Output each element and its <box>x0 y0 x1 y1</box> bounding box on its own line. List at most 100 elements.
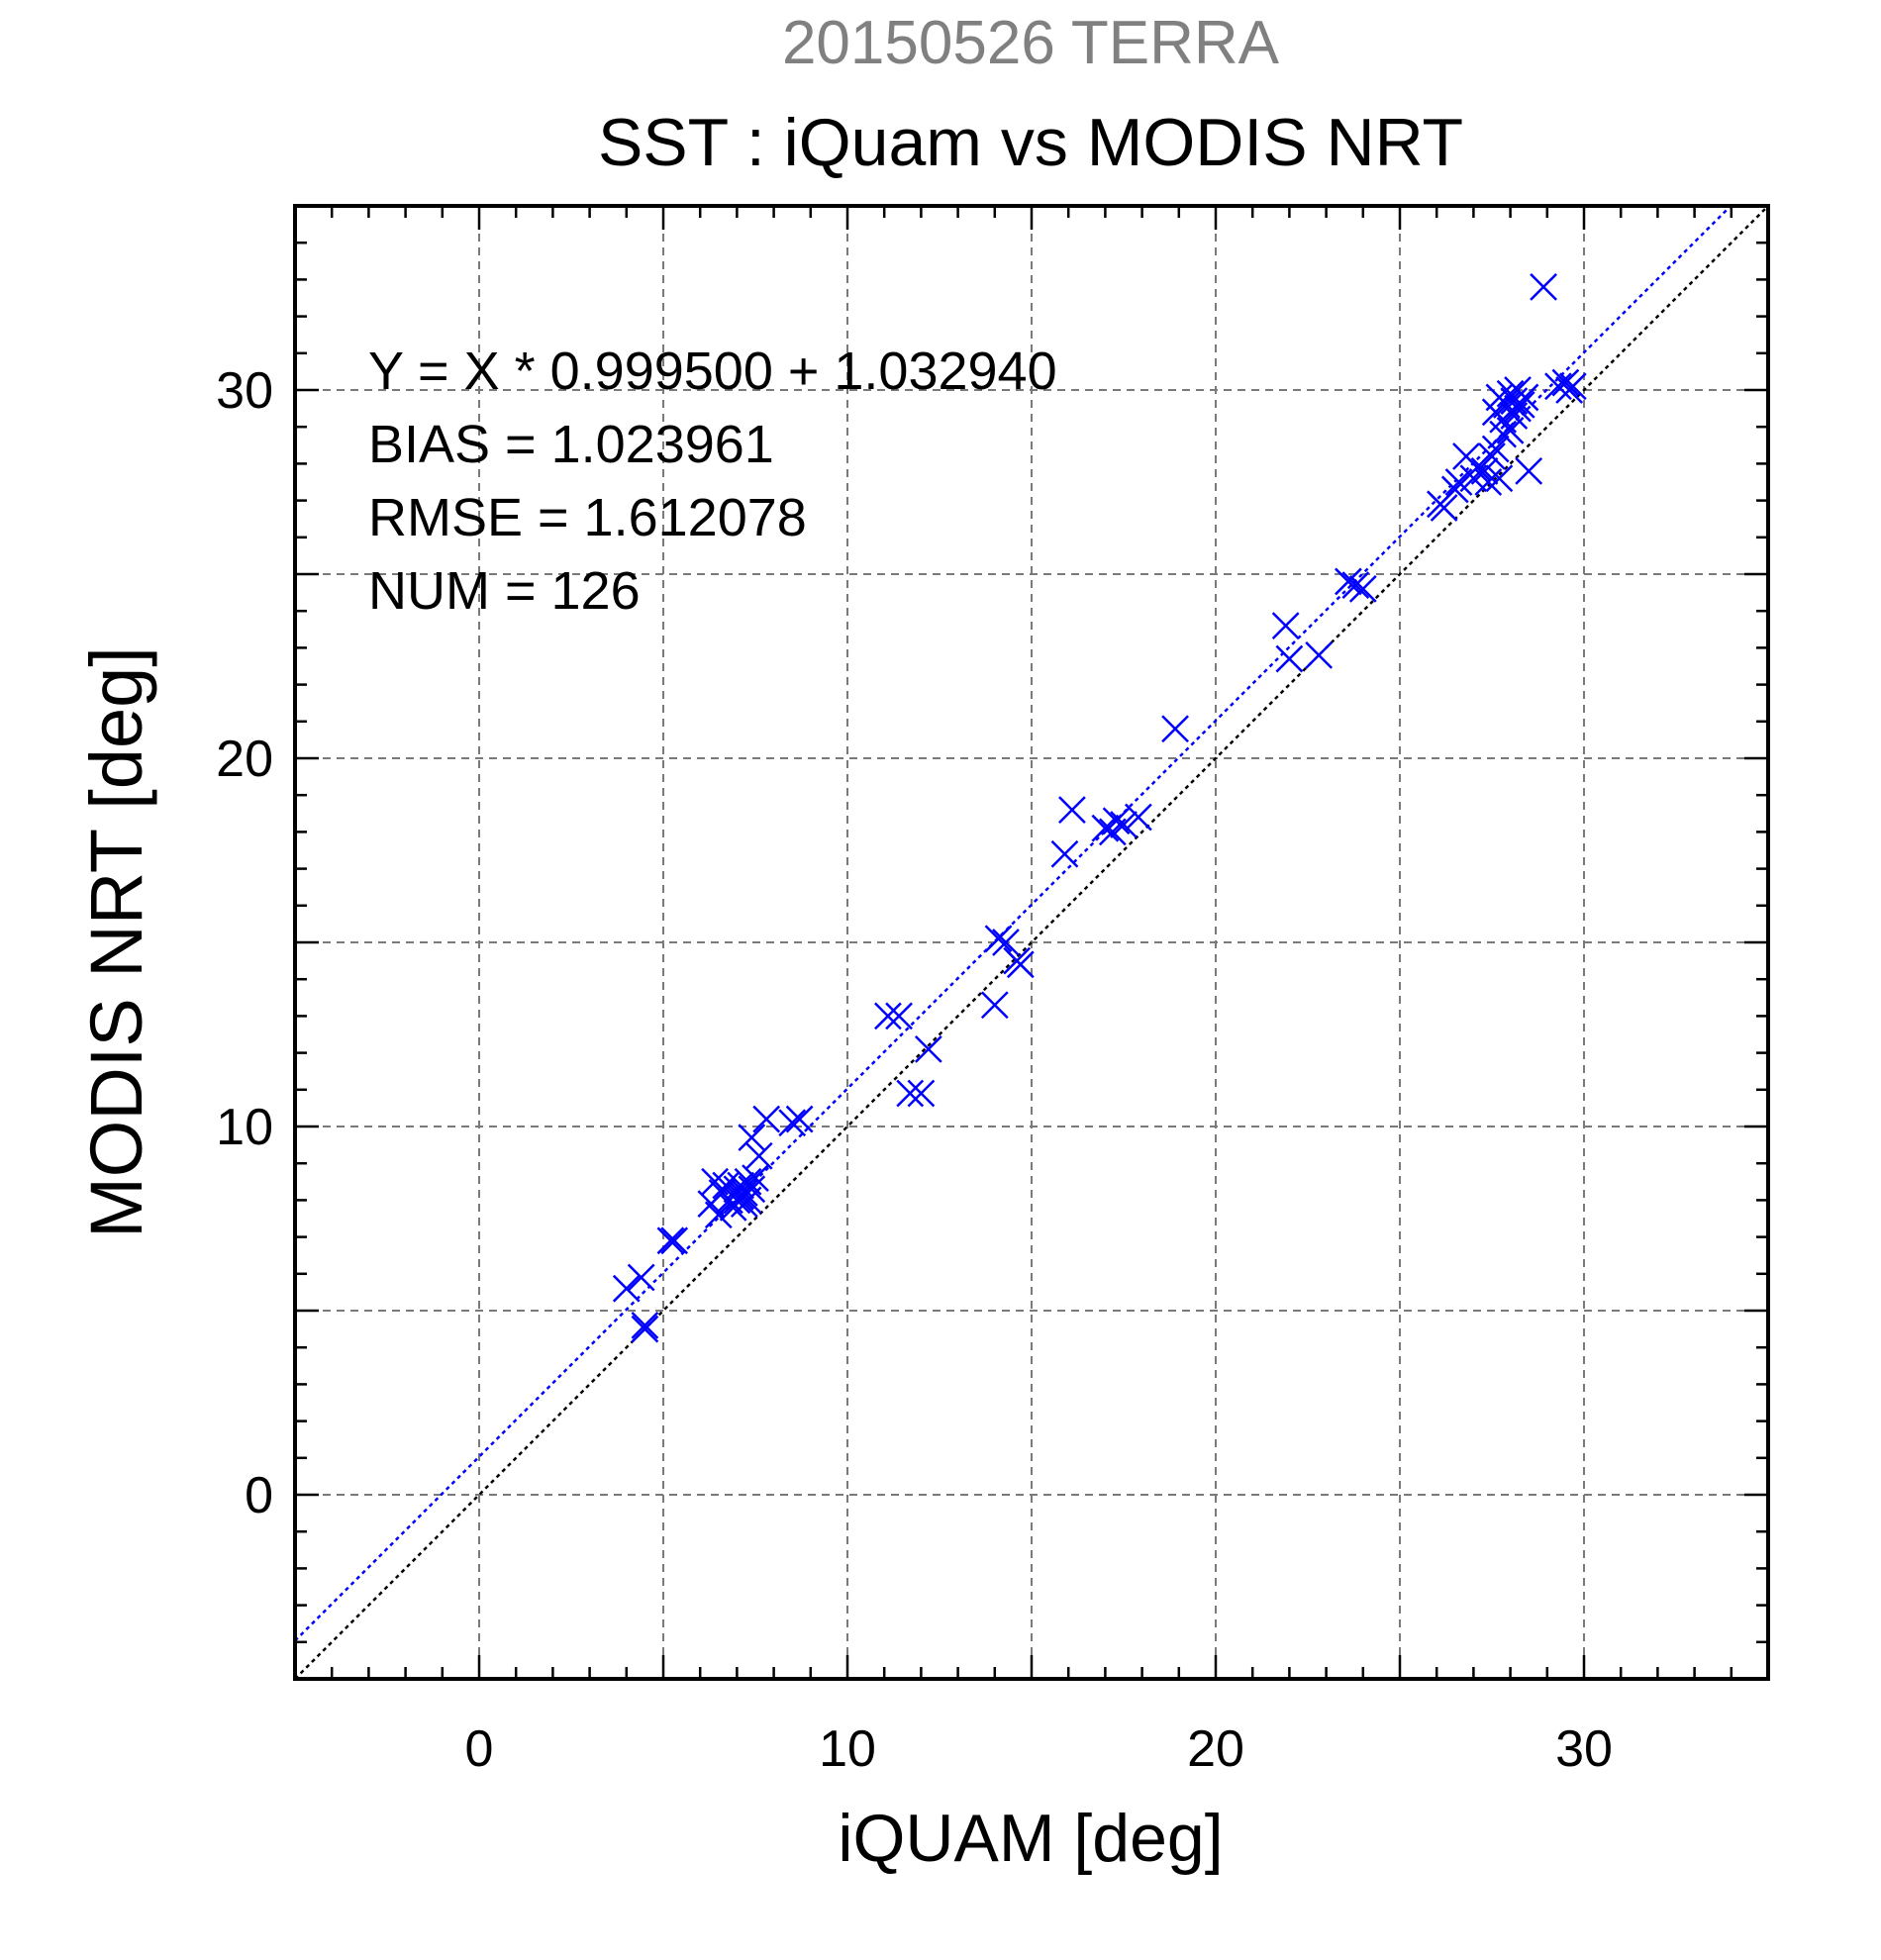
data-point <box>1551 368 1580 397</box>
data-point <box>738 1124 766 1152</box>
data-point <box>1507 390 1535 419</box>
data-point <box>1102 807 1131 835</box>
data-point-stroke <box>1530 272 1557 301</box>
data-point <box>1050 839 1079 868</box>
data-point-stroke <box>1440 475 1469 504</box>
num-stat: NUM = 126 <box>368 561 641 621</box>
data-point-stroke <box>704 1201 733 1229</box>
data-point <box>1478 442 1506 470</box>
data-point <box>885 1002 913 1030</box>
data-point <box>727 1171 755 1200</box>
x-tick-labels: 0 10 20 30 <box>465 1720 1613 1778</box>
data-point <box>980 991 1009 1020</box>
x-axis-label: iQUAM [deg] <box>838 1801 1223 1876</box>
data-point <box>1485 464 1514 493</box>
data-point <box>1515 456 1543 485</box>
y-tick-labels: 0 10 20 30 <box>216 362 273 1524</box>
data-point-stroke <box>656 1226 685 1255</box>
data-point-stroke <box>742 1164 769 1192</box>
data-point-stroke <box>660 1226 689 1255</box>
data-point <box>627 1263 655 1292</box>
date-label: 20150526 TERRA <box>782 9 1280 77</box>
data-point-stroke <box>1348 574 1377 603</box>
data-point-stroke <box>752 1105 781 1133</box>
data-point <box>1440 475 1469 504</box>
data-point-stroke <box>1335 567 1362 596</box>
data-point-stroke <box>1110 811 1138 838</box>
data-point <box>730 1179 758 1207</box>
data-point-stroke <box>1341 571 1370 600</box>
data-point <box>1500 387 1529 416</box>
data-point <box>785 1105 814 1133</box>
data-point <box>631 1315 659 1343</box>
stats-block: Y = X * 0.999500 + 1.032940 BIAS = 1.023… <box>368 342 1057 621</box>
data-point-stroke <box>1511 383 1539 412</box>
data-point-stroke <box>1485 464 1514 493</box>
x-tick-label: 30 <box>1555 1720 1613 1778</box>
data-point-stroke <box>885 1002 913 1030</box>
data-point <box>1305 640 1334 669</box>
data-point-stroke <box>785 1105 814 1133</box>
regression-equation: Y = X * 0.999500 + 1.032940 <box>368 342 1057 401</box>
data-point-stroke <box>738 1175 766 1204</box>
y-tick-label: 30 <box>216 362 273 420</box>
rmse-stat: RMSE = 1.612078 <box>368 488 807 547</box>
data-point <box>1481 435 1510 463</box>
data-point-stroke <box>1271 612 1300 639</box>
data-point-stroke <box>1544 372 1572 401</box>
bias-stat: BIAS = 1.023961 <box>368 415 774 474</box>
data-point <box>660 1226 689 1255</box>
data-point-stroke <box>712 1171 741 1200</box>
identity-line <box>295 206 1768 1679</box>
data-point-stroke <box>1558 372 1587 401</box>
data-point <box>734 1186 762 1215</box>
data-point <box>1110 811 1138 838</box>
data-point <box>1006 950 1035 979</box>
data-point <box>1489 420 1518 448</box>
data-point <box>907 1079 936 1108</box>
data-point <box>1530 272 1557 301</box>
data-point <box>744 1141 773 1170</box>
data-point <box>874 1002 902 1030</box>
y-axis-label: MODIS NRT [deg] <box>75 646 157 1238</box>
data-point-stroke <box>980 991 1009 1020</box>
data-point <box>984 925 1013 953</box>
data-point-stroke <box>734 1186 762 1215</box>
data-point-stroke <box>1050 839 1079 868</box>
data-point-stroke <box>730 1179 758 1207</box>
data-point <box>992 929 1020 956</box>
data-point-stroke <box>1275 644 1304 673</box>
data-point-stroke <box>1124 803 1152 832</box>
x-tick-label: 10 <box>819 1720 876 1778</box>
data-point <box>1271 612 1300 639</box>
data-point-stroke <box>1305 640 1334 669</box>
data-point-stroke <box>1161 715 1189 743</box>
grid <box>295 206 1768 1679</box>
data-point <box>914 1034 942 1063</box>
data-point <box>656 1226 685 1255</box>
data-point <box>1335 567 1362 596</box>
data-point <box>738 1175 766 1204</box>
data-point <box>742 1164 769 1192</box>
data-point <box>752 1105 781 1133</box>
data-point-stroke <box>1492 390 1521 419</box>
data-point-stroke <box>744 1141 773 1170</box>
data-point <box>1430 494 1458 522</box>
data-point-stroke <box>1515 456 1543 485</box>
data-point <box>1058 796 1086 824</box>
data-point <box>1470 456 1499 485</box>
y-tick-label: 0 <box>245 1467 273 1524</box>
data-point <box>1474 468 1503 496</box>
data-point <box>1275 644 1304 673</box>
data-point-stroke <box>701 1167 729 1196</box>
data-point-stroke <box>631 1311 659 1339</box>
data-point-stroke <box>907 1079 936 1108</box>
data-point-stroke <box>1478 442 1506 470</box>
data-point-stroke <box>1474 468 1503 496</box>
chart-title: SST : iQuam vs MODIS NRT <box>598 105 1463 180</box>
data-point-stroke <box>778 1109 807 1137</box>
y-tick-label: 10 <box>216 1099 273 1156</box>
data-point-stroke <box>1102 807 1131 835</box>
data-point <box>631 1311 659 1339</box>
